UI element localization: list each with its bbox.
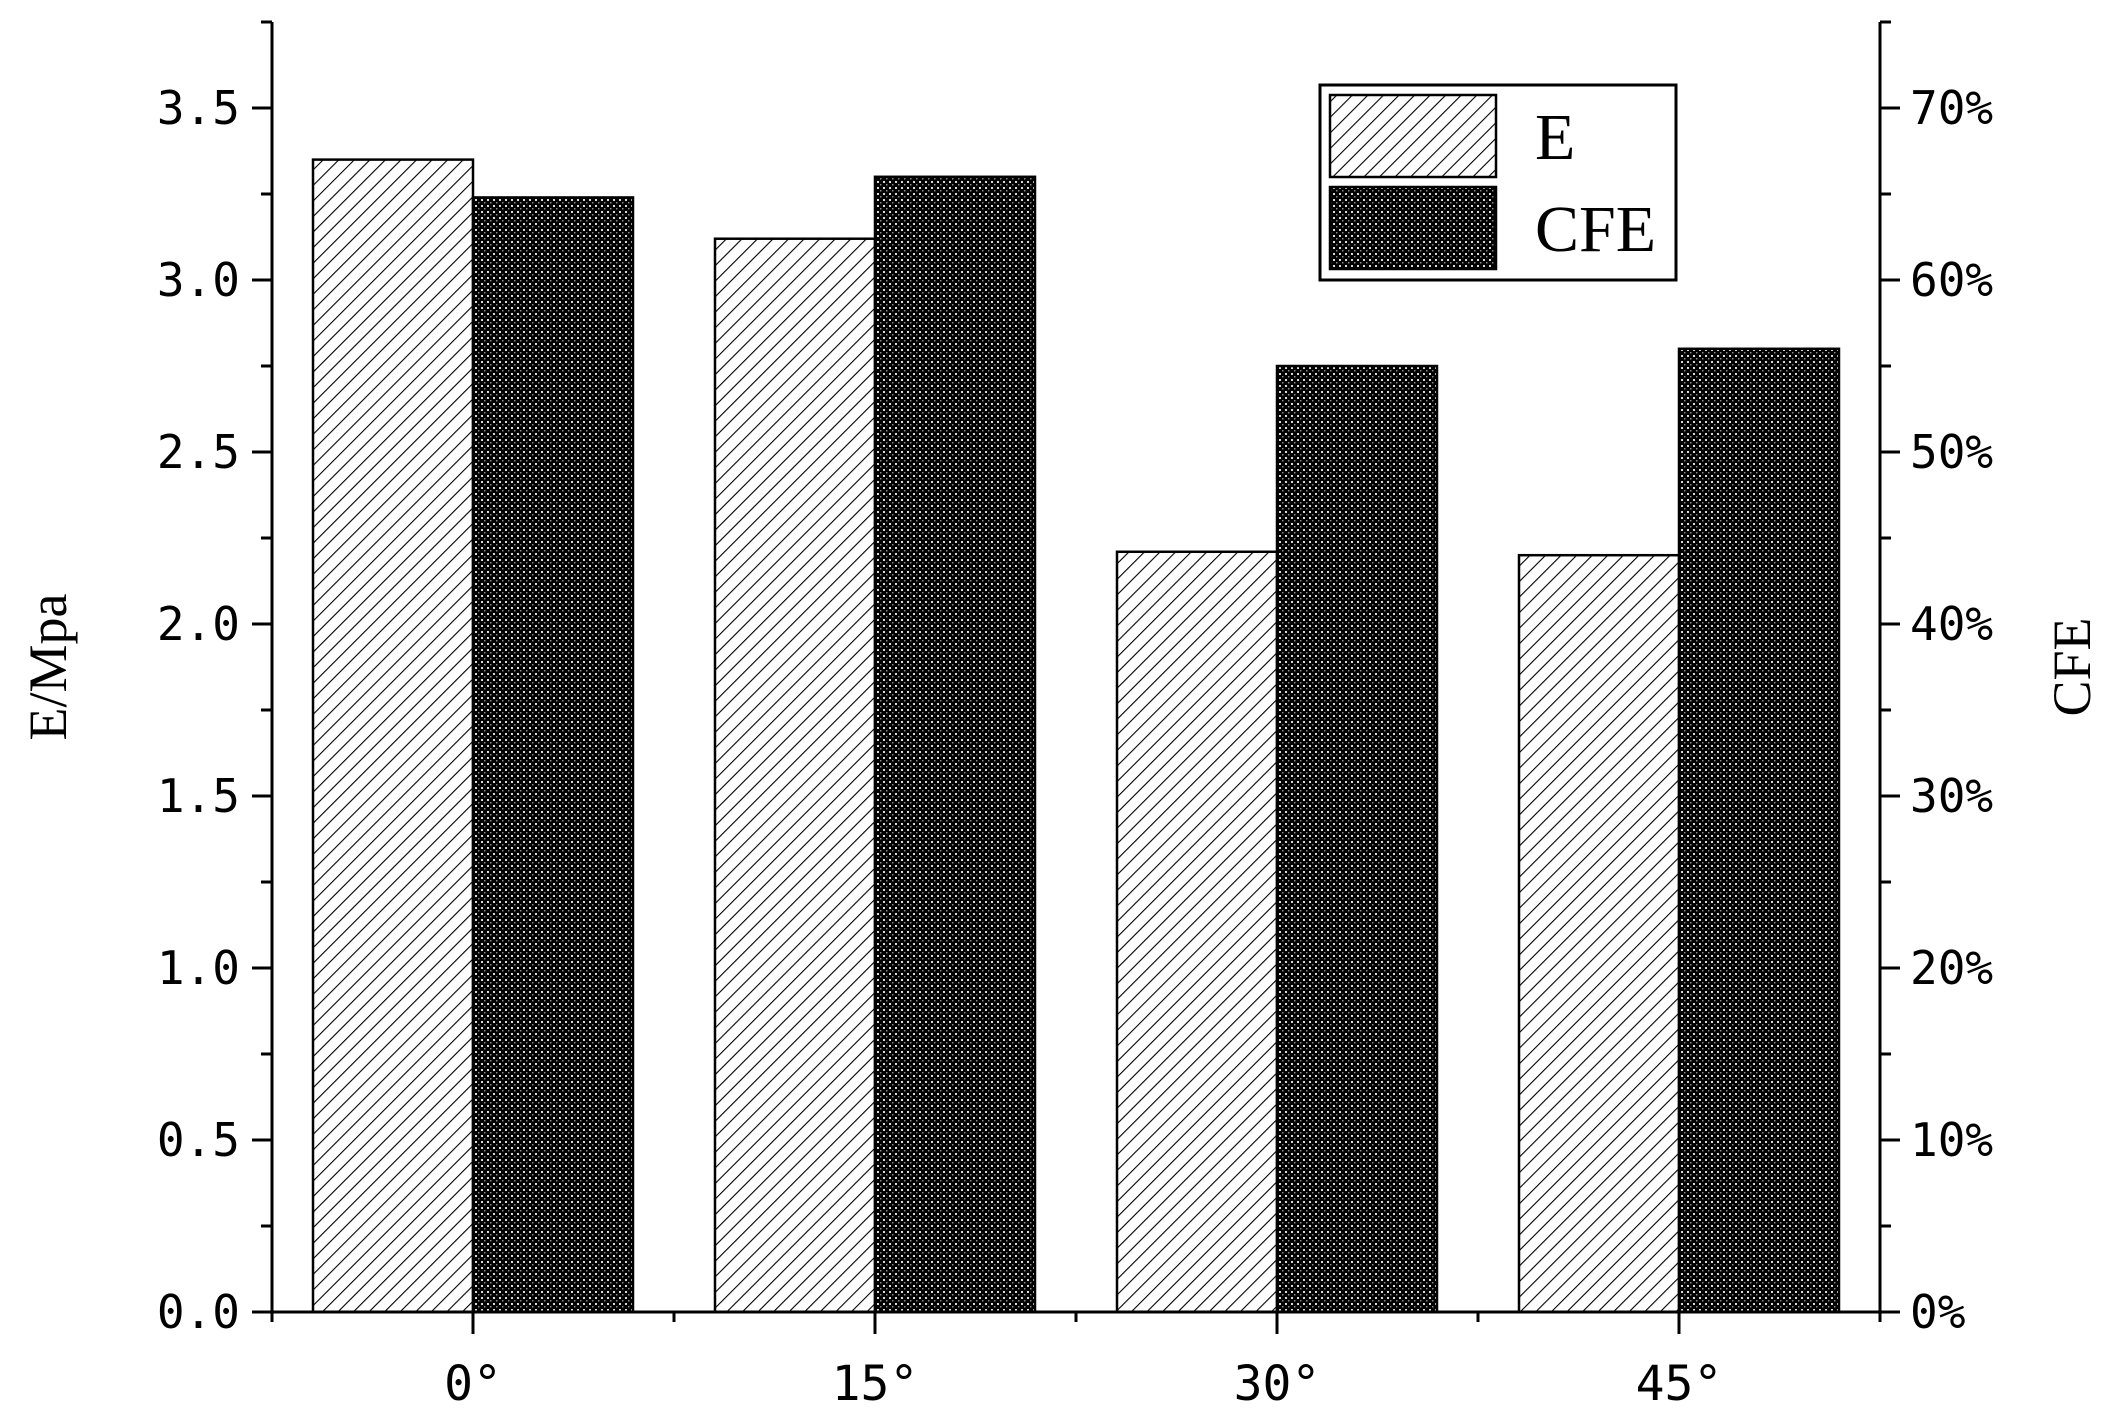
bar-cfe-2 xyxy=(1275,364,1439,1314)
y-left-tick-label: 0.5 xyxy=(157,1113,240,1167)
bar-e-1 xyxy=(713,237,877,1314)
y-left-tick-label: 2.5 xyxy=(157,425,240,479)
y-axis-left-title: E/Mpa xyxy=(18,593,78,740)
legend-swatch-cfe xyxy=(1328,185,1498,271)
x-tick-label-0: 0° xyxy=(444,1356,502,1412)
y-right-tick-label: 50% xyxy=(1910,425,1993,479)
y-left-tick-label: 2.0 xyxy=(157,597,240,651)
legend-swatch-e xyxy=(1328,93,1498,179)
bar-e-2 xyxy=(1115,550,1279,1314)
x-tick-label-3: 45° xyxy=(1636,1356,1723,1412)
legend-label-e: E xyxy=(1535,101,1575,174)
y-axis-right-title: CFE xyxy=(2042,617,2102,716)
x-tick-label-2: 30° xyxy=(1234,1356,1321,1412)
y-left-tick-label: 1.5 xyxy=(157,769,240,823)
bar-e-3 xyxy=(1517,553,1681,1314)
y-right-tick-label: 0% xyxy=(1910,1285,1965,1339)
y-right-tick-label: 30% xyxy=(1910,769,1993,823)
bar-cfe-0 xyxy=(471,196,635,1314)
y-left-tick-label: 3.5 xyxy=(157,81,240,135)
y-right-tick-label: 20% xyxy=(1910,941,1993,995)
bar-cfe-1 xyxy=(873,175,1037,1314)
y-right-tick-label: 70% xyxy=(1910,81,1993,135)
y-left-tick-label: 3.0 xyxy=(157,253,240,307)
y-right-tick-label: 40% xyxy=(1910,597,1993,651)
y-left-tick-label: 0.0 xyxy=(157,1285,240,1339)
y-right-tick-label: 60% xyxy=(1910,253,1993,307)
y-left-tick-label: 1.0 xyxy=(157,941,240,995)
legend-label-cfe: CFE xyxy=(1535,193,1656,266)
y-right-tick-label: 10% xyxy=(1910,1113,1993,1167)
bar-cfe-3 xyxy=(1677,347,1841,1314)
x-tick-label-1: 15° xyxy=(832,1356,919,1412)
bar-e-0 xyxy=(311,158,475,1314)
